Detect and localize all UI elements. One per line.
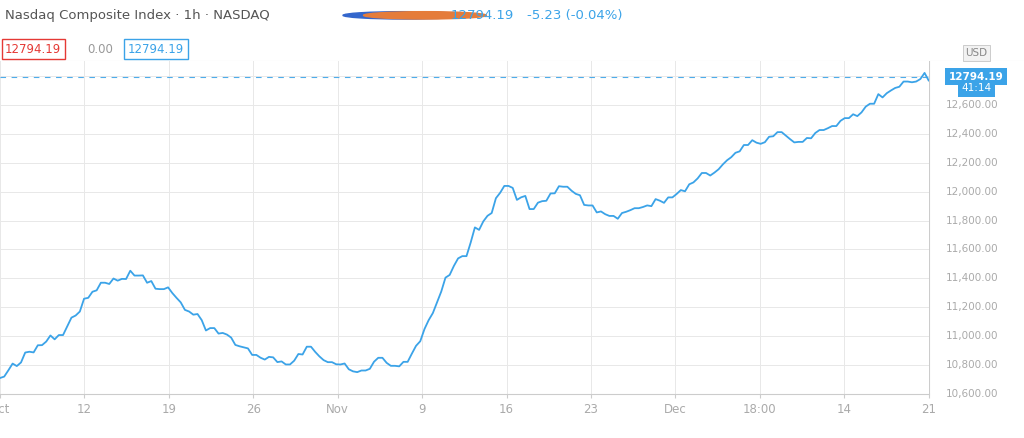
Text: 12794.19: 12794.19 bbox=[128, 42, 184, 56]
Text: 12794.19: 12794.19 bbox=[949, 72, 1004, 81]
Text: 12,800.00: 12,800.00 bbox=[946, 71, 998, 81]
Text: 12,400.00: 12,400.00 bbox=[946, 129, 998, 139]
Text: 12,600.00: 12,600.00 bbox=[946, 100, 998, 110]
Circle shape bbox=[343, 12, 466, 19]
Text: 10,600.00: 10,600.00 bbox=[946, 389, 998, 399]
Text: 11,800.00: 11,800.00 bbox=[946, 215, 998, 226]
Text: 41:14: 41:14 bbox=[962, 83, 991, 93]
Text: 12,000.00: 12,000.00 bbox=[946, 187, 998, 197]
Text: 12794.19: 12794.19 bbox=[5, 42, 61, 56]
Text: 12,200.00: 12,200.00 bbox=[946, 158, 998, 168]
Text: 12794.19: 12794.19 bbox=[451, 9, 514, 22]
Text: -5.23 (-0.04%): -5.23 (-0.04%) bbox=[527, 9, 623, 22]
Text: Nasdaq Composite Index · 1h · NASDAQ: Nasdaq Composite Index · 1h · NASDAQ bbox=[5, 9, 270, 22]
Text: 11,600.00: 11,600.00 bbox=[946, 244, 998, 254]
Text: 11,400.00: 11,400.00 bbox=[946, 273, 998, 283]
Text: USD: USD bbox=[966, 48, 987, 58]
Text: 0.00: 0.00 bbox=[87, 42, 113, 56]
Text: 10,800.00: 10,800.00 bbox=[946, 360, 998, 370]
Text: 11,200.00: 11,200.00 bbox=[946, 302, 998, 312]
Text: 11,000.00: 11,000.00 bbox=[946, 331, 998, 341]
Circle shape bbox=[364, 12, 486, 19]
